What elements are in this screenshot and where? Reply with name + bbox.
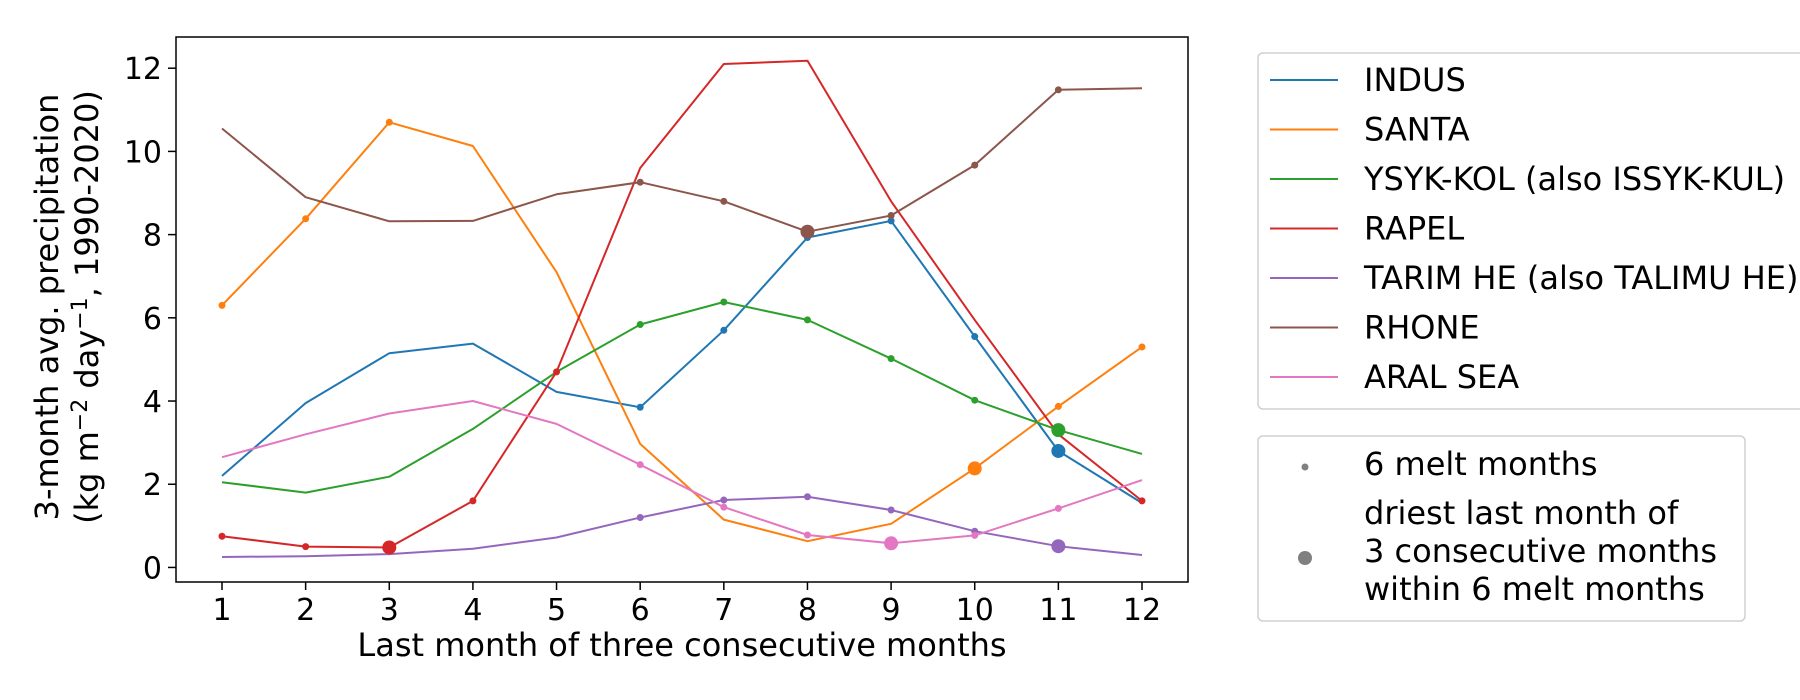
x-tick-label: 9: [882, 593, 901, 628]
marker-legend-large-dot: [1298, 551, 1312, 565]
marker-legend-large-line1: driest last month of: [1364, 494, 1679, 532]
melt-month-marker: [803, 493, 811, 501]
legend-label: RHONE: [1364, 309, 1480, 347]
melt-month-marker: [385, 118, 393, 126]
y-tick-label: 0: [143, 551, 162, 586]
x-tick-label: 12: [1123, 593, 1161, 628]
melt-month-marker: [887, 211, 895, 219]
plot-frame: [175, 36, 1189, 583]
driest-month-marker: [1051, 443, 1066, 458]
melt-month-marker: [887, 217, 895, 225]
y-axis-title-line2: (kg m−2 day−1, 1990-2020): [68, 90, 106, 524]
melt-month-marker: [887, 506, 895, 514]
x-tick-label: 2: [296, 593, 315, 628]
driest-month-marker: [884, 536, 899, 551]
melt-month-marker: [636, 320, 644, 328]
melt-month-marker: [971, 333, 979, 341]
y-tick-label: 10: [124, 135, 162, 170]
melt-month-marker: [720, 503, 728, 511]
y-tick-label: 6: [143, 302, 162, 337]
melt-month-marker: [971, 161, 979, 169]
x-tick-label: 7: [714, 593, 733, 628]
series-legend-box: [1257, 52, 1800, 410]
melt-month-marker: [302, 543, 310, 551]
melt-month-marker: [971, 396, 979, 404]
legend-label: YSYK-KOL (also ISSYK-KUL): [1363, 160, 1785, 198]
legend-label: TARIM HE (also TALIMU HE): [1363, 259, 1798, 297]
melt-month-marker: [1054, 86, 1062, 94]
series-lines: [221, 59, 1143, 558]
driest-month-marker: [382, 540, 397, 555]
x-tick-label: 11: [1039, 593, 1077, 628]
y-axis-title-line1: 3-month avg. precipitation: [28, 94, 66, 521]
melt-month-marker: [1054, 504, 1062, 512]
legend-label: INDUS: [1364, 61, 1466, 99]
series-line-santa: [221, 121, 1143, 543]
melt-month-marker: [1054, 402, 1062, 410]
melt-month-marker: [1138, 343, 1146, 351]
y-axis-title-prefix: (kg m: [68, 431, 106, 524]
melt-month-marker: [636, 514, 644, 522]
x-tick-label: 3: [380, 593, 399, 628]
driest-month-marker: [800, 224, 815, 239]
marker-legend-large-line2: 3 consecutive months: [1364, 532, 1717, 570]
melt-month-marker: [1138, 497, 1146, 505]
x-tick-label: 8: [798, 593, 817, 628]
y-tick-label: 2: [143, 468, 162, 503]
melt-month-marker: [218, 532, 226, 540]
legend-label: SANTA: [1364, 111, 1470, 149]
melt-month-marker: [887, 355, 895, 363]
melt-month-marker: [803, 531, 811, 539]
melt-month-marker: [218, 301, 226, 309]
y-tick-label: 8: [143, 219, 162, 254]
series-line-ysyk-kol: [221, 301, 1143, 494]
melt-month-marker: [636, 403, 644, 411]
y-tick-label: 4: [143, 385, 162, 420]
marker-legend-box: [1257, 435, 1746, 622]
series-line-rhone: [221, 87, 1143, 233]
melt-month-marker: [302, 215, 310, 223]
driest-month-marker: [1051, 539, 1066, 554]
legend-label: ARAL SEA: [1364, 358, 1519, 396]
series-line-aral: [221, 400, 1143, 545]
melt-month-marker: [469, 497, 477, 505]
melt-month-marker: [636, 178, 644, 186]
x-axis-title: Last month of three consecutive months: [357, 626, 1006, 664]
y-tick-label: 12: [124, 52, 162, 87]
x-tick-label: 1: [212, 593, 231, 628]
melt-month-marker: [720, 197, 728, 205]
melt-month-marker: [720, 496, 728, 504]
melt-month-marker: [720, 298, 728, 306]
series-line-tarim: [221, 495, 1143, 558]
melt-month-marker: [803, 316, 811, 324]
y-axis-title-suffix: , 1990-2020): [68, 90, 106, 297]
x-tick-label: 6: [631, 593, 650, 628]
marker-legend-small-label: 6 melt months: [1364, 445, 1598, 483]
series-line-indus: [221, 219, 1143, 504]
marker-legend-small-dot: [1301, 463, 1309, 471]
y-axis-title-sup1: −2: [68, 399, 93, 431]
y-axis-title-mid: day: [68, 330, 106, 399]
y-axis-title-sup2: −1: [68, 297, 93, 329]
melt-month-marker: [636, 461, 644, 469]
melt-month-marker: [720, 326, 728, 334]
legend-label: RAPEL: [1364, 210, 1464, 248]
melt-month-marker: [553, 368, 561, 376]
melt-month-marker: [971, 531, 979, 539]
x-tick-label: 10: [956, 593, 994, 628]
marker-legend-large-line3: within 6 melt months: [1364, 570, 1705, 608]
x-tick-label: 5: [547, 593, 566, 628]
driest-month-marker: [967, 461, 982, 476]
series-legend: INDUS SANTA YSYK-KOL (also ISSYK-KUL) RAPEL…: [1270, 61, 1798, 396]
driest-month-marker: [1051, 423, 1066, 438]
series-markers: [218, 86, 1146, 555]
x-tick-label: 4: [463, 593, 482, 628]
series-line-rapel: [221, 59, 1143, 549]
